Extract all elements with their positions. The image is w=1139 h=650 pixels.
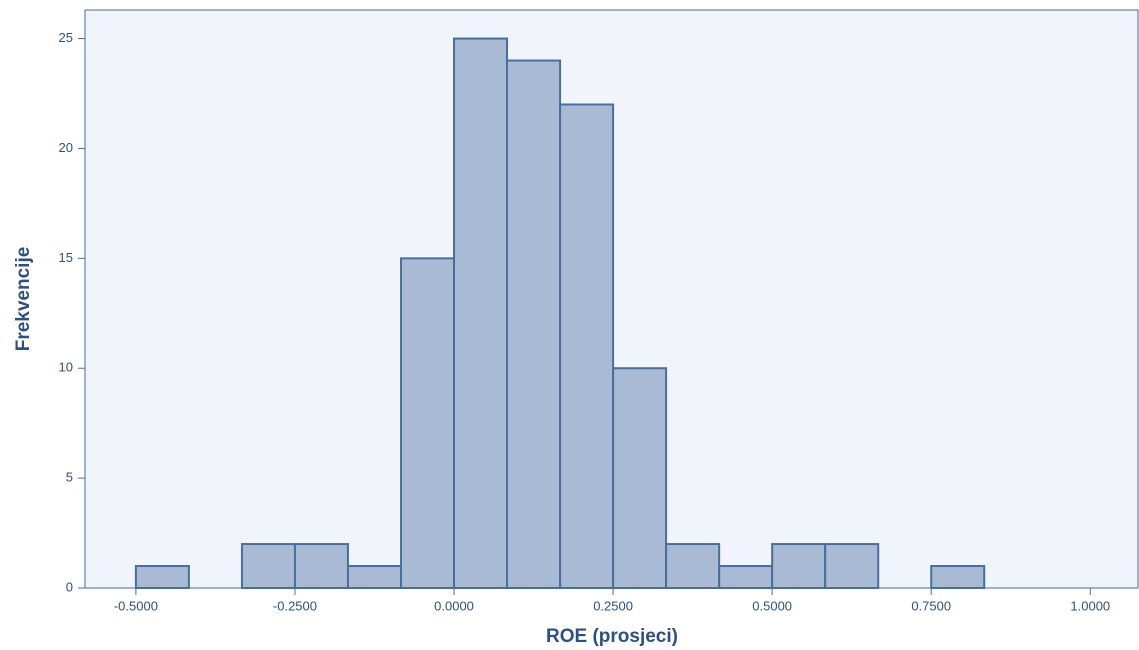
bar (824, 543, 880, 590)
y-tick-label: 20 (59, 140, 73, 155)
x-tick-label: 0.7500 (911, 598, 951, 613)
bar (346, 565, 403, 590)
y-axis-title: Frekvencije (13, 247, 34, 352)
y-tick-label: 25 (59, 30, 73, 45)
bar (506, 59, 562, 589)
bar (240, 543, 296, 590)
x-axis-title: ROE (prosjeci) (546, 626, 678, 647)
bar (293, 543, 349, 590)
bar (930, 565, 986, 590)
bar (612, 367, 668, 590)
bar (771, 543, 827, 590)
x-tick-label: 0.0000 (434, 598, 474, 613)
y-tick-label: 0 (66, 579, 73, 594)
x-tick-label: 0.2500 (593, 598, 633, 613)
y-tick-label: 15 (59, 250, 73, 265)
x-tick-label: -0.2500 (273, 598, 317, 613)
bar (134, 565, 190, 590)
y-tick-label: 10 (59, 360, 73, 375)
y-tick-label: 5 (66, 470, 73, 485)
x-tick-label: -0.5000 (114, 598, 158, 613)
bar (559, 103, 615, 590)
bar (665, 543, 721, 590)
bar (400, 257, 456, 589)
bar (453, 37, 509, 590)
bar (718, 565, 774, 590)
x-tick-label: 1.0000 (1070, 598, 1110, 613)
x-tick-label: 0.5000 (752, 598, 792, 613)
